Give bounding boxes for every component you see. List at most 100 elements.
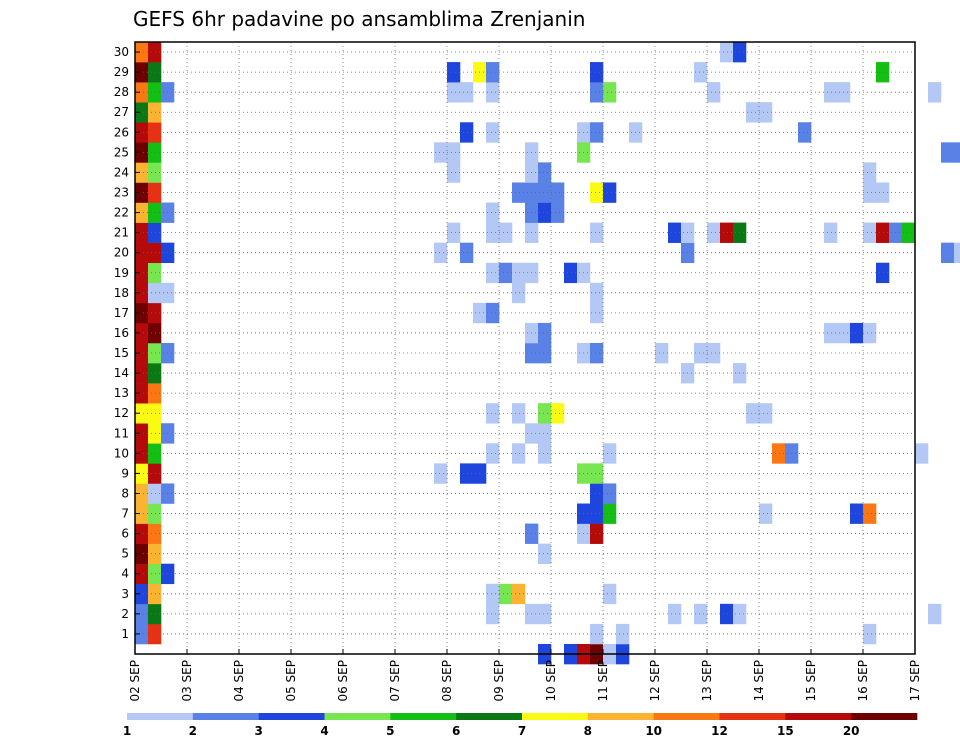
- colorbar-label: 7: [518, 724, 526, 738]
- colorbar-swatch: [390, 713, 457, 720]
- heat-cell: [135, 162, 149, 183]
- heat-cell: [499, 583, 513, 605]
- heat-cell: [135, 62, 149, 83]
- heat-cell: [954, 142, 960, 163]
- y-axis: 1234567891011121314151617181920212223242…: [114, 45, 140, 641]
- y-tick-label: 21: [114, 226, 129, 240]
- heat-cell: [135, 383, 149, 404]
- heat-cell: [720, 603, 734, 625]
- heat-cell: [135, 82, 149, 103]
- y-tick-label: 9: [121, 466, 129, 480]
- y-tick-label: 18: [114, 286, 129, 300]
- heat-cell: [135, 623, 149, 645]
- heat-cell: [148, 483, 162, 504]
- heat-cell: [148, 182, 162, 203]
- heat-cell: [928, 603, 942, 625]
- heat-cell: [135, 543, 149, 565]
- heat-cell: [148, 342, 162, 364]
- heat-cell: [135, 342, 149, 364]
- y-tick-label: 16: [114, 326, 129, 340]
- colorbar-label: 15: [777, 724, 794, 738]
- x-tick-label: 03 SEP: [180, 660, 194, 702]
- colorbar-swatch: [324, 713, 391, 720]
- heat-cell: [148, 162, 162, 183]
- colorbar-label: 20: [843, 724, 860, 738]
- heat-cell: [135, 142, 149, 163]
- heat-cell: [460, 82, 474, 103]
- heat-cell: [876, 222, 890, 243]
- heat-cell: [863, 222, 877, 243]
- heat-cell: [486, 443, 500, 464]
- heat-cell: [512, 443, 526, 464]
- heat-cell: [616, 623, 630, 645]
- heat-cell: [798, 122, 812, 143]
- heat-cell: [135, 282, 149, 304]
- x-tick-label: 13 SEP: [700, 660, 714, 702]
- heat-cell: [603, 503, 617, 524]
- y-tick-label: 27: [114, 105, 129, 119]
- cells-layer: [135, 42, 960, 665]
- heat-cell: [707, 222, 721, 243]
- heat-cell: [486, 403, 500, 424]
- heat-cell: [148, 202, 162, 223]
- heat-cell: [772, 443, 786, 464]
- heat-cell: [824, 322, 838, 344]
- heat-cell: [694, 62, 708, 83]
- heat-cell: [603, 483, 617, 504]
- heat-cell: [447, 82, 461, 103]
- colorbar-label: 6: [452, 724, 460, 738]
- heat-cell: [512, 403, 526, 424]
- y-tick-label: 19: [114, 266, 129, 280]
- heat-cell: [148, 583, 162, 605]
- heat-cell: [135, 523, 149, 544]
- colorbar-label: 1: [123, 724, 131, 738]
- colorbar-swatch: [522, 713, 589, 720]
- colorbar-swatch: [719, 713, 786, 720]
- heat-cell: [148, 443, 162, 464]
- heat-cell: [148, 563, 162, 585]
- x-tick-label: 07 SEP: [388, 660, 402, 702]
- y-tick-label: 20: [114, 246, 129, 260]
- heat-cell: [551, 202, 565, 223]
- heat-cell: [148, 423, 162, 444]
- heat-cell: [590, 302, 604, 324]
- colorbar-label: 12: [711, 724, 728, 738]
- heat-cell: [694, 603, 708, 625]
- heat-cell: [759, 403, 773, 424]
- heat-cell: [148, 543, 162, 565]
- heat-cell: [720, 222, 734, 243]
- heat-cell: [486, 583, 500, 605]
- heat-cell: [538, 443, 552, 464]
- heat-cell: [148, 302, 162, 324]
- heat-cell: [590, 182, 604, 203]
- heat-cell: [694, 342, 708, 364]
- heat-cell: [590, 122, 604, 143]
- heat-cell: [135, 583, 149, 605]
- y-tick-label: 28: [114, 85, 129, 99]
- heat-cell: [876, 182, 890, 203]
- heat-cell: [148, 463, 162, 484]
- heat-cell: [902, 222, 916, 243]
- heat-cell: [668, 222, 682, 243]
- heat-cell: [655, 342, 669, 364]
- heat-cell: [915, 443, 929, 464]
- heat-cell: [876, 262, 890, 284]
- heat-cell: [148, 403, 162, 424]
- y-tick-label: 22: [114, 206, 129, 220]
- heat-cell: [135, 302, 149, 324]
- heat-cell: [863, 162, 877, 183]
- x-tick-label: 11 SEP: [596, 660, 610, 702]
- heat-cell: [512, 583, 526, 605]
- heat-cell: [590, 463, 604, 484]
- heat-cell: [512, 262, 526, 284]
- y-tick-label: 2: [121, 607, 129, 621]
- y-tick-label: 14: [114, 366, 129, 380]
- heat-cell: [590, 82, 604, 103]
- heat-cell: [512, 282, 526, 304]
- heat-cell: [863, 503, 877, 524]
- x-tick-label: 14 SEP: [752, 660, 766, 702]
- heat-cell: [863, 322, 877, 344]
- heat-cell: [499, 222, 513, 243]
- colorbar-label: 8: [584, 724, 592, 738]
- x-tick-label: 10 SEP: [544, 660, 558, 702]
